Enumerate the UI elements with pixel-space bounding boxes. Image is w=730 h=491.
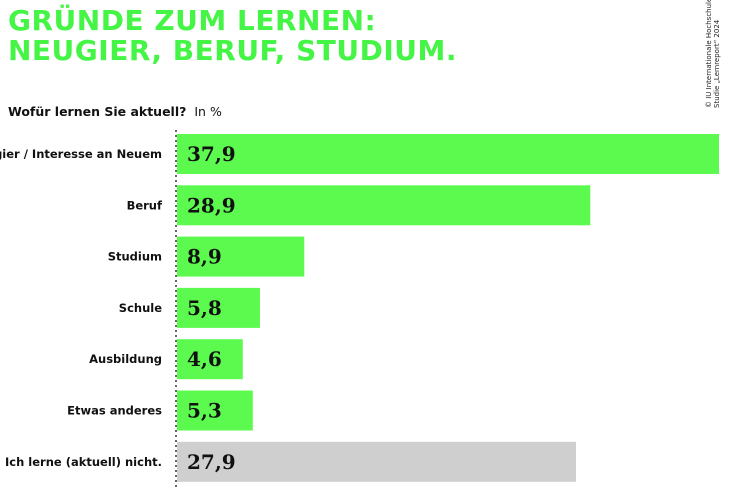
value-label-4: 4,6 [187, 347, 222, 371]
value-label-0: 37,9 [187, 142, 236, 166]
value-label-1: 28,9 [187, 193, 236, 217]
unit-text: In % [194, 104, 222, 119]
bar-1 [177, 185, 591, 226]
bar-0 [177, 134, 719, 174]
category-label-6: Ich lerne (aktuell) nicht. [5, 455, 162, 469]
value-label-2: 8,9 [187, 245, 222, 269]
chart-title: GRÜNDE ZUM LERNEN: NEUGIER, BERUF, STUDI… [8, 6, 457, 66]
chart-subtitle: Wofür lernen Sie aktuell? In % [8, 104, 222, 119]
value-label-5: 5,3 [187, 399, 222, 423]
bars-group: Neugier / Interesse an Neuem 37,9 Beruf 28,… [0, 134, 719, 482]
category-label-5: Etwas anderes [67, 404, 162, 418]
bar-3 [177, 287, 260, 328]
title-line-2: NEUGIER, BERUF, STUDIUM. [8, 34, 457, 67]
category-label-0: Neugier / Interesse an Neuem [0, 147, 162, 161]
category-label-2: Studium [108, 250, 162, 264]
bar-2 [177, 236, 305, 277]
question-text: Wofür lernen Sie aktuell? [8, 104, 187, 119]
category-label-3: Schule [119, 301, 162, 315]
value-label-6: 27,9 [187, 450, 236, 474]
value-label-3: 5,8 [187, 296, 222, 320]
bar-6 [177, 441, 576, 482]
category-label-1: Beruf [127, 198, 163, 212]
category-label-4: Ausbildung [89, 352, 162, 366]
bar-4 [177, 339, 243, 380]
title-line-1: GRÜNDE ZUM LERNEN: [8, 4, 377, 37]
bar-5 [177, 390, 253, 431]
